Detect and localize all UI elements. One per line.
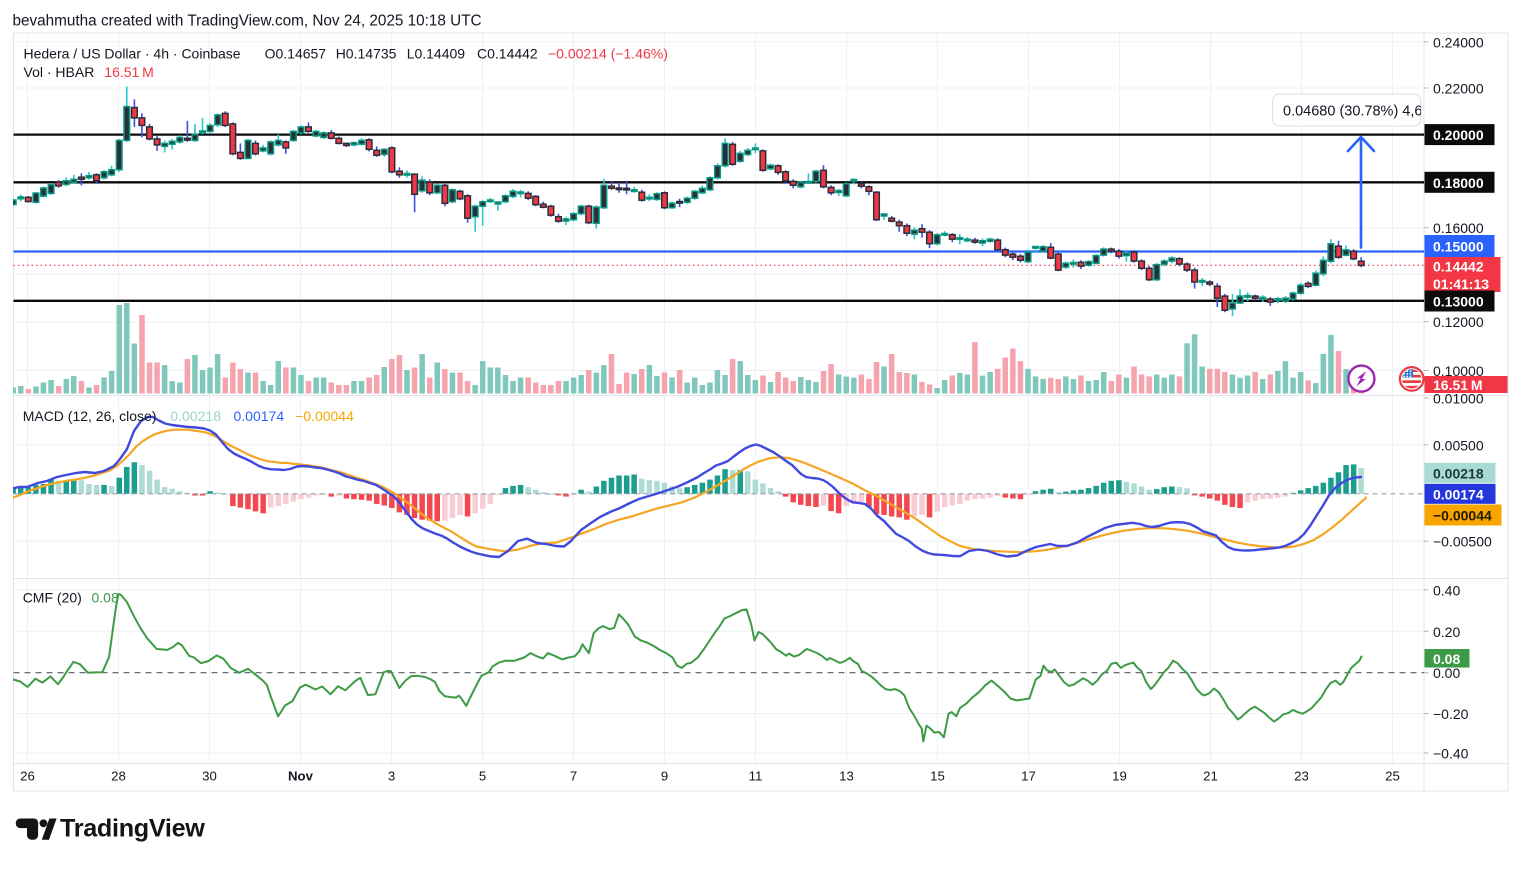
svg-text:−0.00044: −0.00044: [295, 408, 354, 424]
svg-text:0.20000: 0.20000: [1433, 127, 1484, 143]
svg-text:H0.14735: H0.14735: [336, 46, 397, 62]
svg-text:0.00218: 0.00218: [1433, 465, 1484, 481]
svg-text:0.22000: 0.22000: [1433, 81, 1484, 97]
svg-text:0.13000: 0.13000: [1433, 294, 1484, 310]
svg-text:0.12000: 0.12000: [1433, 314, 1484, 330]
svg-text:Hedera / US Dollar · 4h · Coin: Hedera / US Dollar · 4h · Coinbase: [24, 46, 241, 62]
svg-text:Nov: Nov: [288, 769, 314, 784]
svg-text:0.00500: 0.00500: [1433, 437, 1484, 453]
svg-text:3: 3: [388, 769, 395, 784]
svg-text:0.15000: 0.15000: [1433, 239, 1484, 255]
svg-text:0.08: 0.08: [1433, 651, 1460, 667]
svg-text:0.00174: 0.00174: [234, 408, 285, 424]
svg-text:0.01000: 0.01000: [1433, 391, 1484, 407]
svg-text:−0.00214 (−1.46%): −0.00214 (−1.46%): [548, 46, 668, 62]
svg-text:25: 25: [1385, 769, 1400, 784]
svg-text:0.10000: 0.10000: [1433, 363, 1484, 379]
svg-text:CMF (20): CMF (20): [23, 589, 82, 605]
svg-text:26: 26: [20, 769, 35, 784]
svg-text:13: 13: [839, 769, 854, 784]
svg-text:16.51 M: 16.51 M: [104, 64, 154, 80]
svg-text:bevahmutha created with Tradin: bevahmutha created with TradingView.com,…: [13, 13, 482, 30]
svg-text:30: 30: [202, 769, 217, 784]
svg-text:0.08: 0.08: [92, 589, 119, 605]
svg-text:C0.14442: C0.14442: [477, 46, 538, 62]
svg-text:21: 21: [1203, 769, 1218, 784]
svg-text:23: 23: [1294, 769, 1309, 784]
svg-text:9: 9: [661, 769, 668, 784]
svg-text:5: 5: [479, 769, 486, 784]
svg-text:19: 19: [1112, 769, 1127, 784]
svg-text:0.00174: 0.00174: [1433, 486, 1484, 502]
svg-text:−0.00500: −0.00500: [1433, 534, 1492, 550]
svg-text:0.40: 0.40: [1433, 582, 1460, 598]
svg-text:TradingView: TradingView: [60, 815, 205, 843]
svg-text:0.16000: 0.16000: [1433, 220, 1484, 236]
svg-text:0.18000: 0.18000: [1433, 175, 1484, 191]
svg-text:28: 28: [111, 769, 126, 784]
svg-text:01:41:13: 01:41:13: [1433, 276, 1489, 292]
svg-text:0.00: 0.00: [1433, 665, 1460, 681]
svg-text:16.51 M: 16.51 M: [1433, 377, 1483, 393]
svg-text:−0.40: −0.40: [1433, 746, 1469, 762]
svg-text:MACD (12, 26, close): MACD (12, 26, close): [23, 408, 157, 424]
svg-text:15: 15: [930, 769, 945, 784]
svg-text:O0.14657: O0.14657: [265, 46, 327, 62]
svg-text:17: 17: [1021, 769, 1036, 784]
svg-text:0.24000: 0.24000: [1433, 34, 1484, 50]
svg-text:−0.20: −0.20: [1433, 706, 1469, 722]
svg-text:0.20: 0.20: [1433, 624, 1460, 640]
svg-text:0.04680 (30.78%) 4,64: 0.04680 (30.78%) 4,64: [1283, 104, 1431, 120]
svg-text:−0.00044: −0.00044: [1433, 508, 1492, 524]
svg-text:0.00218: 0.00218: [170, 408, 221, 424]
svg-text:Vol · HBAR: Vol · HBAR: [24, 64, 95, 80]
svg-text:0.14442: 0.14442: [1433, 259, 1484, 275]
svg-text:L0.14409: L0.14409: [407, 46, 466, 62]
svg-text:11: 11: [749, 769, 763, 784]
svg-text:7: 7: [570, 769, 577, 784]
